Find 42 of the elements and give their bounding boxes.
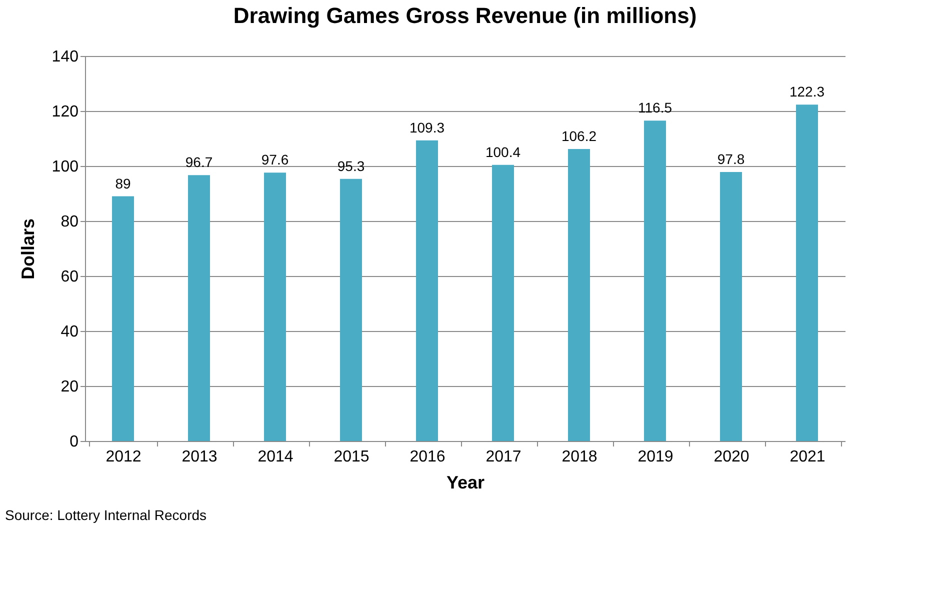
data-label: 122.3 — [789, 84, 825, 100]
data-label: 96.7 — [185, 154, 213, 170]
data-label: 116.5 — [638, 100, 672, 116]
chart-title: Drawing Games Gross Revenue (in millions) — [233, 3, 697, 28]
y-tick-label: 60 — [60, 268, 79, 286]
y-tick-label: 100 — [52, 158, 79, 176]
data-label: 106.2 — [561, 128, 597, 144]
bar — [568, 148, 590, 441]
y-tick-label: 0 — [70, 434, 79, 450]
bar — [492, 164, 514, 441]
y-tick-label: 120 — [52, 104, 79, 120]
data-label: 100.4 — [485, 144, 521, 160]
bar — [264, 172, 286, 441]
x-tick-label: 2013 — [182, 448, 218, 466]
data-label: 89 — [115, 175, 131, 192]
data-label: 109.3 — [409, 119, 445, 136]
x-tick-label: 2014 — [258, 448, 294, 466]
y-tick-label: 40 — [60, 324, 79, 340]
bar — [796, 104, 818, 441]
data-label: 97.6 — [261, 152, 289, 168]
x-tick-label: 2016 — [410, 448, 446, 466]
data-label: 95.3 — [337, 158, 365, 174]
bar — [416, 140, 438, 441]
y-tick-label: 20 — [60, 378, 79, 396]
bar — [188, 175, 210, 441]
bar — [720, 172, 742, 441]
x-tick-label: 2012 — [106, 448, 142, 466]
y-tick-label: 140 — [52, 48, 79, 66]
x-tick-label: 2020 — [714, 448, 750, 466]
x-tick-label: 2018 — [562, 448, 598, 466]
x-axis-title: Year — [446, 472, 485, 492]
bar — [112, 196, 134, 441]
x-tick-label: 2017 — [486, 448, 522, 466]
bar — [340, 178, 362, 441]
data-label: 97.8 — [717, 151, 745, 168]
x-tick-label: 2021 — [790, 448, 826, 466]
y-tick-label: 80 — [60, 214, 79, 230]
y-axis-title: Dollars — [18, 218, 38, 280]
x-tick-label: 2019 — [638, 448, 674, 466]
source-note: Source: Lottery Internal Records — [5, 507, 207, 523]
x-tick-label: 2015 — [334, 448, 370, 466]
bar — [644, 120, 666, 441]
